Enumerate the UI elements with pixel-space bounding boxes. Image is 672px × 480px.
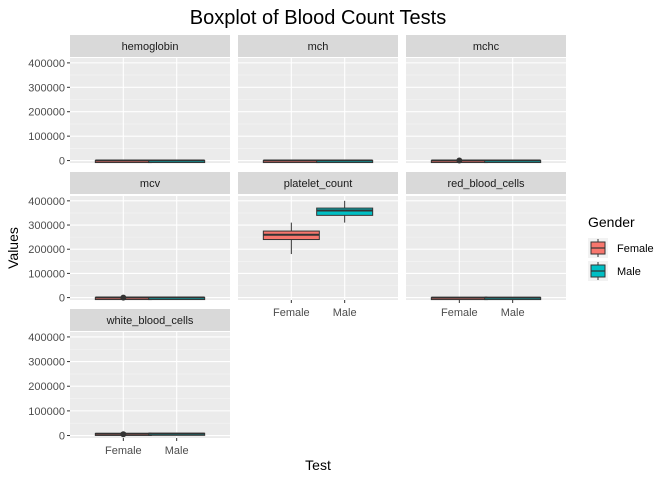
facet-mch: mch: [238, 35, 398, 164]
facet-strip-label: hemoglobin: [122, 41, 179, 53]
facet-strip: [238, 35, 398, 57]
legend-entry-male: Male: [588, 261, 641, 281]
legend-entry-female: Female: [588, 238, 654, 258]
facet-platelet_count: platelet_count Female Male: [238, 172, 398, 319]
box-female: [262, 159, 320, 164]
y-tick-label: 400000: [28, 332, 65, 344]
legend-label: Female: [617, 243, 654, 255]
facet-strip-label: red_blood_cells: [447, 178, 525, 190]
outlier-point: [120, 294, 127, 301]
x-tick-label: Female: [441, 307, 478, 319]
facet-strip-label: mch: [308, 41, 329, 53]
y-tick-label: 300000: [28, 220, 65, 232]
facet-strip-label: mcv: [140, 178, 161, 190]
y-tick-label: 200000: [28, 381, 65, 393]
panel-background: [70, 196, 230, 300]
box-female: [94, 431, 152, 438]
panel-background: [70, 58, 230, 163]
box-female: [262, 222, 320, 255]
facet-white_blood_cells: white_blood_cells 0 100000 200000 300000 4000…: [28, 309, 230, 457]
panel-background: [70, 332, 230, 438]
box-rect: [316, 207, 374, 216]
facet-mcv: mcv 0 100000 200000 300000 400000: [28, 172, 230, 305]
y-tick-label: 0: [59, 156, 65, 168]
y-tick-label: 200000: [28, 107, 65, 119]
panel-background: [406, 58, 566, 163]
facet-strip: [70, 172, 230, 194]
box-female: [94, 159, 152, 164]
panel-background: [238, 58, 398, 163]
x-tick-label: Male: [165, 445, 189, 457]
facet-strip-label: white_blood_cells: [106, 315, 194, 327]
box-male: [148, 159, 206, 164]
y-tick-label: 100000: [28, 131, 65, 143]
box-male: [316, 200, 374, 223]
box-female: [430, 296, 488, 301]
y-tick-label: 200000: [28, 244, 65, 256]
box-male: [484, 296, 542, 301]
facet-strip: [406, 35, 566, 57]
x-axis-title: Test: [305, 457, 331, 473]
facet-panels: hemoglobin 0 100000 200000 300000 400000 mch mc…: [28, 35, 566, 457]
y-tick-label: 300000: [28, 357, 65, 369]
box-male: [316, 159, 374, 164]
legend-label: Male: [617, 266, 641, 278]
y-tick-label: 0: [59, 293, 65, 305]
panel-background: [406, 196, 566, 300]
facet-mchc: mchc: [406, 35, 566, 164]
legend: Gender Female Male: [588, 214, 654, 281]
facet-strip-label: mchc: [473, 41, 500, 53]
y-tick-label: 100000: [28, 268, 65, 280]
chart-title: Boxplot of Blood Count Tests: [190, 7, 446, 29]
y-tick-label: 400000: [28, 196, 65, 208]
box-male: [148, 296, 206, 301]
x-tick-label: Male: [333, 307, 357, 319]
y-tick-label: 0: [59, 431, 65, 443]
y-axis-title: Values: [5, 227, 21, 269]
facet-red_blood_cells: red_blood_cells Female Male: [406, 172, 566, 319]
y-tick-label: 300000: [28, 82, 65, 94]
facet-strip: [238, 172, 398, 194]
legend-title: Gender: [588, 214, 635, 230]
x-tick-label: Female: [105, 445, 142, 457]
facet-hemoglobin: hemoglobin 0 100000 200000 300000 400000: [28, 35, 230, 168]
facet-strip: [406, 172, 566, 194]
facet-strip: [70, 309, 230, 331]
box-male: [148, 432, 206, 436]
x-tick-label: Male: [501, 307, 525, 319]
outlier-point: [456, 157, 463, 164]
box-male: [484, 159, 542, 164]
facet-strip: [70, 35, 230, 57]
outlier-point: [120, 431, 127, 438]
y-tick-label: 400000: [28, 58, 65, 70]
legend-entries: Female Male: [588, 238, 654, 281]
y-tick-label: 100000: [28, 406, 65, 418]
facet-strip-label: platelet_count: [284, 178, 353, 190]
x-tick-label: Female: [273, 307, 310, 319]
